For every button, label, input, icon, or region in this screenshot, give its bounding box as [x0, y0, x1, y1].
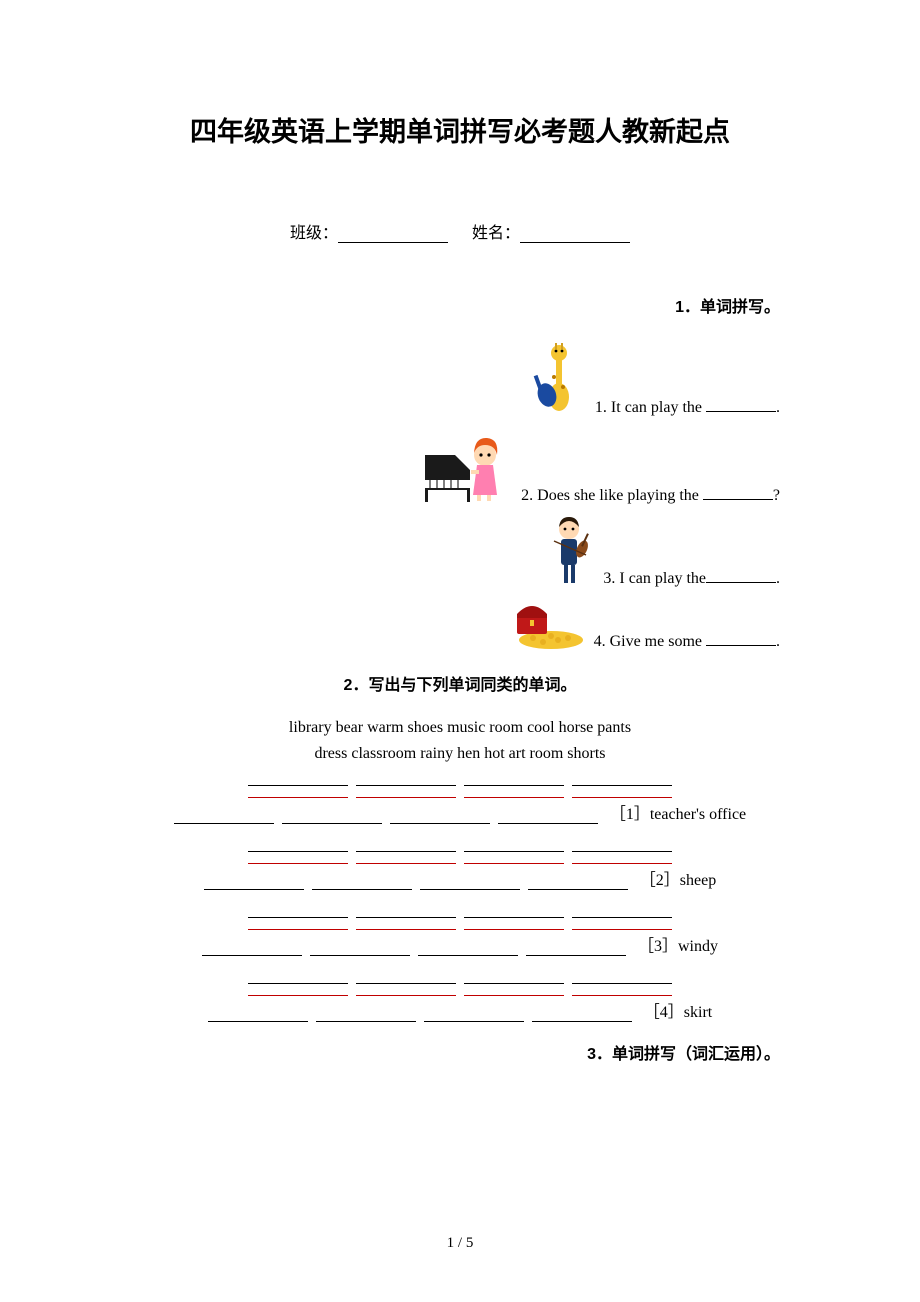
bank-line-1: library bear warm shoes music room cool … [140, 715, 780, 741]
cat1-label: ［1］teacher's office [610, 800, 746, 824]
cat3-group: ［3］windy [140, 908, 780, 956]
cat1-row1 [140, 776, 780, 786]
q3-period: . [776, 570, 780, 587]
section1-heading: 1．单词拼写。 [140, 293, 780, 317]
treasure-image [503, 596, 588, 651]
q2-row: 2. Does she like playing the ? [140, 425, 780, 505]
cat1-row2 [140, 788, 780, 798]
q4-period: . [776, 633, 780, 650]
cat2-row3: ［2］sheep [140, 866, 780, 890]
q1-row: 1. It can play the . [140, 337, 780, 417]
cat2-group: ［2］sheep [140, 842, 780, 890]
section2-heading: 2．写出与下列单词同类的单词。 [140, 671, 780, 695]
cat4-label: ［4］skirt [644, 998, 712, 1022]
q4-text: 4. Give me some . [594, 632, 780, 651]
meta-row: 班级： 姓名： [140, 219, 780, 243]
q3-blank [706, 569, 776, 583]
q3-stem: 3. I can play the [603, 570, 706, 587]
section3-heading: 3．单词拼写（词汇运用）。 [140, 1040, 780, 1064]
q2-qmark: ? [773, 487, 780, 504]
q2-text: 2. Does she like playing the ? [521, 486, 780, 505]
cat3-row3: ［3］windy [140, 932, 780, 956]
document-title: 四年级英语上学期单词拼写必考题人教新起点 [140, 110, 780, 149]
cat1-group: ［1］teacher's office [140, 776, 780, 824]
q1-text: 1. It can play the . [595, 398, 780, 417]
cat4-row2 [140, 986, 780, 996]
cat1-row3: ［1］teacher's office [140, 800, 780, 824]
q3-text: 3. I can play the. [603, 569, 780, 588]
q2-blank [703, 486, 773, 500]
q1-period: . [776, 399, 780, 416]
q4-blank [706, 632, 776, 646]
cat3-row1 [140, 908, 780, 918]
q3-row: 3. I can play the. [140, 513, 780, 588]
q4-row: 4. Give me some . [140, 596, 780, 651]
cat2-row2 [140, 854, 780, 864]
word-bank: library bear warm shoes music room cool … [140, 715, 780, 766]
bank-line-2: dress classroom rainy hen hot art room s… [140, 741, 780, 767]
girl-piano-image [415, 425, 515, 505]
class-blank [338, 227, 448, 243]
cat2-label: ［2］sheep [640, 866, 716, 890]
page-number: 1 / 5 [0, 1235, 920, 1252]
cat4-row3: ［4］skirt [140, 998, 780, 1022]
cat3-row2 [140, 920, 780, 930]
cat4-group: ［4］skirt [140, 974, 780, 1022]
q1-stem: 1. It can play the [595, 399, 706, 416]
class-label: 班级： [290, 225, 338, 242]
page-container: 四年级英语上学期单词拼写必考题人教新起点 班级： 姓名： 1．单词拼写。 [0, 0, 920, 1064]
q4-stem: 4. Give me some [594, 633, 706, 650]
giraffe-guitar-image [529, 337, 589, 417]
name-blank [520, 227, 630, 243]
cat4-row1 [140, 974, 780, 984]
name-label: 姓名： [472, 225, 520, 242]
q2-stem: 2. Does she like playing the [521, 487, 703, 504]
q1-blank [706, 398, 776, 412]
cat2-row1 [140, 842, 780, 852]
boy-violin-image [542, 513, 597, 588]
cat3-label: ［3］windy [638, 932, 718, 956]
